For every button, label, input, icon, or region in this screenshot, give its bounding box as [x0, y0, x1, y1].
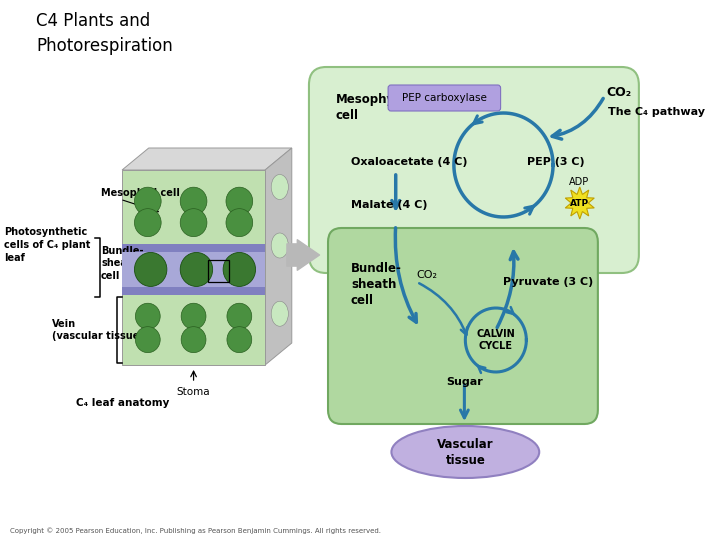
Ellipse shape — [392, 426, 539, 478]
Text: Malate (4 C): Malate (4 C) — [351, 200, 428, 210]
Text: Photosynthetic
cells of C₄ plant
leaf: Photosynthetic cells of C₄ plant leaf — [4, 227, 90, 263]
Circle shape — [226, 208, 253, 237]
Text: CO₂: CO₂ — [417, 270, 438, 280]
FancyBboxPatch shape — [309, 67, 639, 273]
FancyBboxPatch shape — [388, 85, 500, 111]
Text: Oxaloacetate (4 C): Oxaloacetate (4 C) — [351, 157, 467, 167]
Text: Mesophyll cell: Mesophyll cell — [101, 188, 180, 198]
Circle shape — [135, 303, 160, 329]
Ellipse shape — [271, 301, 288, 326]
Ellipse shape — [271, 174, 288, 199]
Circle shape — [223, 253, 256, 286]
Circle shape — [227, 327, 252, 353]
Text: Bundle-
sheath
cell: Bundle- sheath cell — [351, 262, 402, 307]
Text: CO₂: CO₂ — [606, 85, 631, 98]
Text: PEP carboxylase: PEP carboxylase — [402, 93, 487, 103]
Circle shape — [135, 208, 161, 237]
Text: Sugar: Sugar — [446, 377, 482, 387]
Text: C4 Plants and
Photorespiration: C4 Plants and Photorespiration — [36, 12, 173, 55]
Circle shape — [226, 187, 253, 215]
Text: PEP (3 C): PEP (3 C) — [527, 157, 585, 167]
Text: The C₄ pathway: The C₄ pathway — [608, 107, 706, 117]
Polygon shape — [122, 170, 265, 365]
Text: Bundle-
sheath
cell: Bundle- sheath cell — [101, 246, 143, 281]
Text: ATP: ATP — [570, 199, 589, 207]
Circle shape — [180, 253, 212, 286]
Circle shape — [227, 303, 252, 329]
Text: Vascular
tissue: Vascular tissue — [437, 437, 494, 467]
Circle shape — [135, 187, 161, 215]
FancyArrowPatch shape — [287, 240, 320, 271]
Circle shape — [180, 187, 207, 215]
Polygon shape — [565, 187, 594, 219]
Text: Mesophyll
cell: Mesophyll cell — [336, 93, 402, 122]
Text: C₄ leaf anatomy: C₄ leaf anatomy — [76, 398, 170, 408]
Text: CALVIN
CYCLE: CALVIN CYCLE — [477, 329, 516, 351]
Circle shape — [135, 253, 167, 286]
Ellipse shape — [271, 233, 288, 258]
Text: Copyright © 2005 Pearson Education, Inc. Publishing as Pearson Benjamin Cummings: Copyright © 2005 Pearson Education, Inc.… — [9, 528, 381, 534]
Circle shape — [180, 208, 207, 237]
FancyBboxPatch shape — [328, 228, 598, 424]
Polygon shape — [265, 148, 292, 365]
Text: Pyruvate (3 C): Pyruvate (3 C) — [503, 277, 593, 287]
Text: Stoma: Stoma — [176, 387, 210, 397]
Polygon shape — [122, 148, 292, 170]
Text: Vein
(vascular tissue): Vein (vascular tissue) — [53, 319, 144, 341]
Circle shape — [181, 303, 206, 329]
Polygon shape — [122, 244, 265, 295]
Circle shape — [135, 327, 160, 353]
Polygon shape — [122, 252, 265, 287]
Text: ADP: ADP — [570, 177, 590, 187]
Circle shape — [181, 327, 206, 353]
